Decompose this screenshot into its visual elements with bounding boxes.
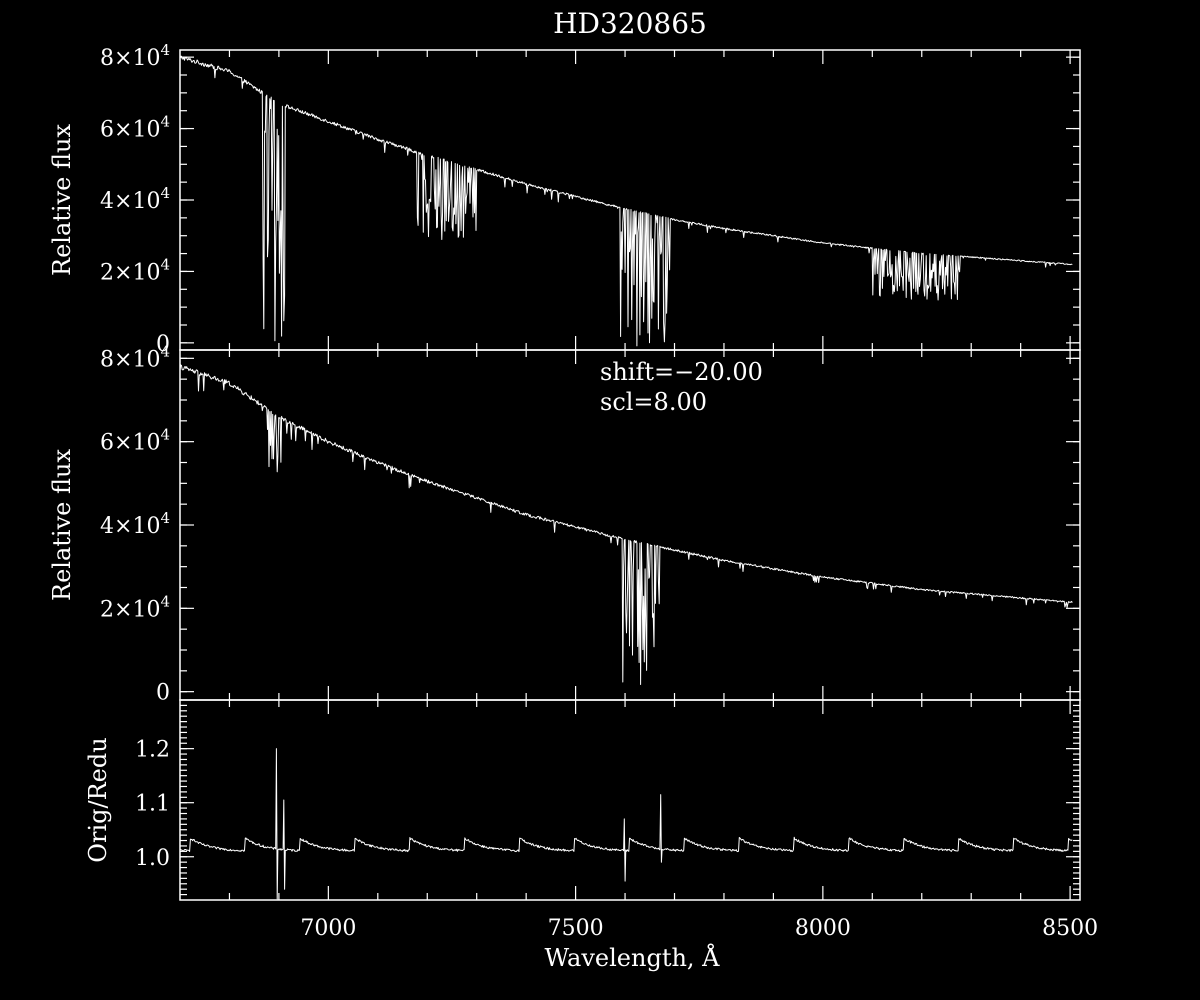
x-tick-label: 8000 [795, 916, 851, 941]
annotation-shift: shift=−20.00 [600, 358, 763, 386]
panel-original-ylabel: Relative flux [48, 124, 76, 276]
y-tick-label: 1.2 [135, 738, 170, 763]
panel-ratio-frame [179, 699, 1081, 901]
y-tick-label: 6×104 [100, 113, 170, 143]
y-tick-label: 4×104 [100, 184, 170, 214]
x-tick-label: 8500 [1042, 916, 1098, 941]
y-tick-label: 4×104 [100, 509, 170, 539]
panel-ratio-ylabel: Orig/Redu [84, 737, 112, 862]
y-tick-label: 0 [156, 332, 170, 357]
panel-reduced: Relative flux shift=−20.00 scl=8.00 [48, 349, 1081, 701]
y-tick-label: 0 [156, 681, 170, 706]
x-axis-label: Wavelength, Å [544, 943, 720, 972]
panel-original: Relative flux [48, 49, 1081, 351]
spectrum-series-ratio [180, 748, 1073, 900]
panel-original-frame [179, 49, 1081, 351]
y-tick-label: 1.1 [135, 792, 170, 817]
chart-title: HD320865 [553, 7, 707, 40]
annotation-scale: scl=8.00 [600, 388, 707, 416]
y-tick-label: 8×104 [100, 342, 170, 372]
x-tick-label: 7000 [300, 916, 356, 941]
x-tick-label: 7500 [548, 916, 604, 941]
y-tick-label: 6×104 [100, 426, 170, 456]
panel-reduced-axes: 0 2×104 4×104 6×104 8×104 [100, 342, 1080, 706]
panel-reduced-ylabel: Relative flux [48, 449, 76, 601]
spectrum-series-original [179, 55, 1073, 347]
panel-ratio: Orig/Redu [84, 699, 1081, 901]
y-tick-label: 8×104 [100, 41, 170, 71]
y-tick-label: 2×104 [100, 255, 170, 285]
panel-original-axes: 0 2×104 4×104 6×104 8×104 [100, 41, 1080, 357]
spectrum-series-reduced [179, 364, 1073, 685]
panel-ratio-axes: 1.0 1.1 1.2 7000 7500 8000 8500 [135, 700, 1098, 941]
y-tick-label: 1.0 [135, 846, 170, 871]
y-tick-label: 2×104 [100, 592, 170, 622]
